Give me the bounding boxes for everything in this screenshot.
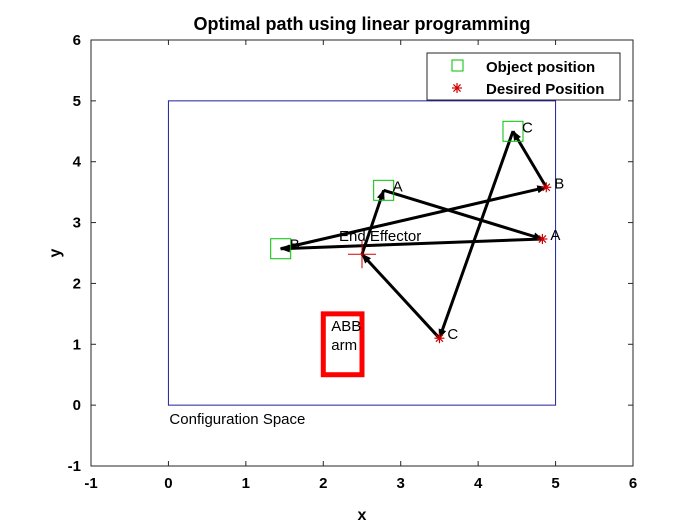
x-tick-label: 2: [319, 475, 327, 492]
desired-label: A: [550, 227, 560, 244]
chart-title: Optimal path using linear programming: [193, 14, 530, 34]
path-segment: [438, 130, 515, 340]
path-segment: [360, 253, 441, 340]
legend: Object position Desired Position: [426, 52, 621, 101]
abb-arm-rectangle: [320, 311, 365, 378]
object-marker: [502, 120, 524, 142]
y-tick-label: -1: [68, 458, 81, 475]
legend-star-glyph: [452, 83, 462, 93]
marker-layer: A B C A B C: [270, 119, 564, 344]
x-tick-label: 6: [629, 475, 637, 492]
legend-object-label: Object position: [486, 59, 595, 76]
end-effector-label: End Effector: [339, 228, 421, 245]
legend-desired-marker: [452, 83, 462, 93]
desired-label: B: [554, 175, 564, 192]
y-axis-label: y: [47, 248, 64, 257]
abb-arm-label-line1: ABB: [331, 318, 361, 335]
y-tick-label: 4: [73, 154, 82, 171]
configuration-space-boundary: [167, 100, 557, 406]
path-segment: [360, 189, 386, 255]
x-tick-label: 0: [164, 475, 172, 492]
x-axis: -1 0 1 2 3 4 5 6: [84, 40, 637, 492]
path-segment: [280, 185, 548, 251]
y-tick-label: 0: [73, 397, 81, 414]
path-layer: [279, 130, 548, 340]
object-label: A: [393, 178, 403, 195]
x-tick-label: 5: [551, 475, 559, 492]
desired-label: C: [447, 326, 458, 343]
path-segment: [279, 237, 543, 253]
object-marker: [270, 238, 292, 260]
y-tick-label: 1: [73, 336, 81, 353]
y-tick-label: 2: [73, 275, 81, 292]
object-label: B: [290, 237, 300, 254]
y-tick-label: 6: [73, 32, 81, 49]
object-label: C: [522, 119, 533, 136]
y-tick-label: 5: [73, 93, 81, 110]
x-tick-label: 1: [242, 475, 250, 492]
configuration-space-label: Configuration Space: [169, 411, 305, 428]
legend-desired-label: Desired Position: [486, 81, 604, 98]
abb-arm-label-line2: arm: [331, 337, 357, 354]
legend-box: [426, 52, 621, 101]
x-tick-label: -1: [84, 475, 97, 492]
desired-marker: [434, 333, 445, 344]
desired-marker: [537, 234, 548, 245]
object-marker: [373, 179, 395, 201]
y-axis: -1 0 1 2 3 4 5 6: [68, 32, 633, 475]
end-effector-marker: [348, 240, 376, 269]
path-segment: [511, 130, 548, 189]
path-segment: [383, 188, 544, 241]
y-tick-label: 3: [73, 215, 81, 232]
x-axis-label: x: [358, 507, 367, 524]
desired-marker: [541, 182, 552, 193]
x-tick-label: 3: [397, 475, 405, 492]
legend-object-marker: [451, 59, 464, 72]
x-tick-label: 4: [474, 475, 483, 492]
